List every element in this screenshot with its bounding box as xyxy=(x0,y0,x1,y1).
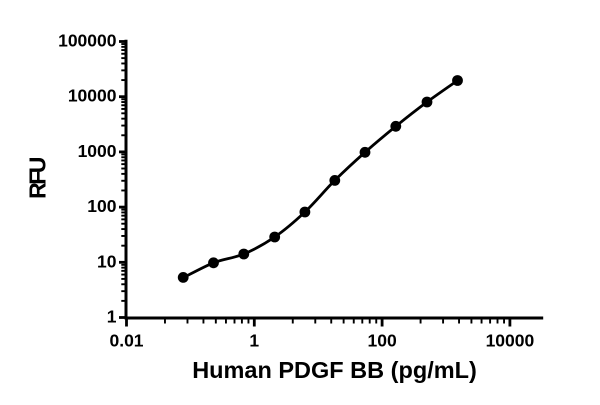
svg-text:10: 10 xyxy=(97,251,117,271)
svg-text:0.01: 0.01 xyxy=(109,331,143,351)
svg-text:10000: 10000 xyxy=(68,86,117,106)
svg-text:Human PDGF BB (pg/mL): Human PDGF BB (pg/mL) xyxy=(192,357,477,383)
svg-text:1: 1 xyxy=(249,331,259,351)
svg-text:100: 100 xyxy=(367,331,396,351)
svg-text:100000: 100000 xyxy=(58,31,117,51)
svg-text:1: 1 xyxy=(107,307,117,327)
svg-text:RFU: RFU xyxy=(25,157,51,199)
svg-text:1000: 1000 xyxy=(78,141,117,161)
svg-text:10000: 10000 xyxy=(486,331,535,351)
svg-text:100: 100 xyxy=(87,196,116,216)
